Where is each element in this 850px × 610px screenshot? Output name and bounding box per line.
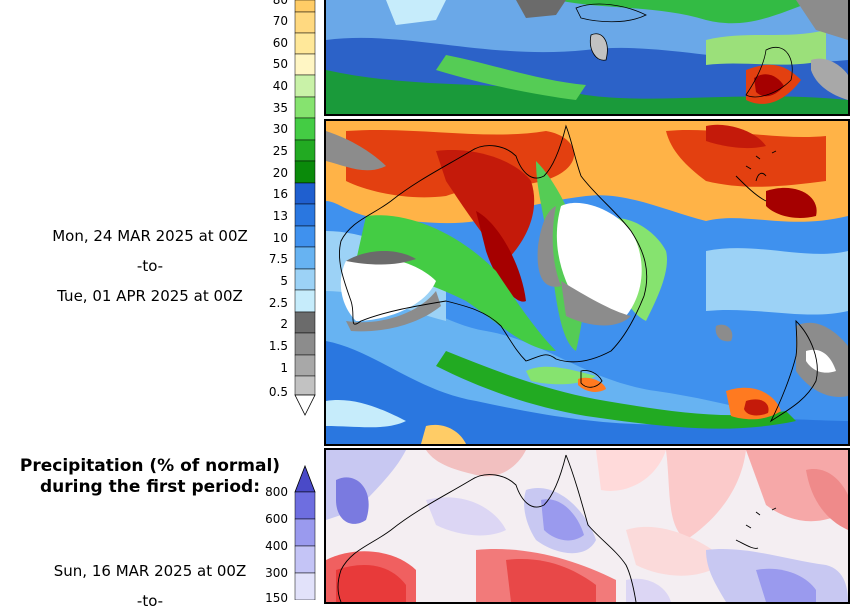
- pct-normal-legend: [294, 464, 316, 601]
- period-start-label: Mon, 24 MAR 2025 at 00Z: [52, 227, 248, 245]
- pct-normal-heading-line1: Precipitation (% of normal): [19, 456, 281, 476]
- precip-tick: 2.5: [268, 296, 288, 310]
- precip-tick: 30: [272, 122, 288, 136]
- pct-period-start-label: Sun, 16 MAR 2025 at 00Z: [53, 562, 247, 580]
- precip-tick: 0.5: [268, 385, 288, 399]
- precip-tick: 35: [272, 101, 288, 115]
- precip-map-main: [324, 119, 850, 446]
- precip-tick: 13: [272, 209, 288, 223]
- period-separator-label: -to-: [136, 257, 164, 275]
- precip-tick: 1: [280, 361, 288, 375]
- pct-tick: 300: [265, 566, 288, 580]
- pct-normal-heading-line2: during the first period:: [39, 477, 261, 497]
- precip-tick: 50: [272, 57, 288, 71]
- pct-tick: 800: [265, 485, 288, 499]
- precip-tick: 16: [272, 187, 288, 201]
- precip-colorbar: [294, 0, 316, 416]
- precip-tick: 80: [272, 0, 288, 7]
- precip-tick: 1.5: [268, 339, 288, 353]
- pct-normal-colorbar: [294, 464, 316, 601]
- precip-tick: 10: [272, 231, 288, 245]
- precip-legend-top: [294, 0, 316, 416]
- precip-tick: 40: [272, 79, 288, 93]
- precip-tick: 60: [272, 36, 288, 50]
- precip-tick: 20: [272, 166, 288, 180]
- pct-tick: 600: [265, 512, 288, 526]
- precip-map-top-strip: [324, 0, 850, 116]
- precip-tick: 5: [280, 274, 288, 288]
- precip-tick: 25: [272, 144, 288, 158]
- precip-tick: 7.5: [268, 252, 288, 266]
- period-end-label: Tue, 01 APR 2025 at 00Z: [57, 287, 243, 305]
- pct-period-separator-label: -to-: [136, 592, 164, 610]
- precip-tick: 70: [272, 14, 288, 28]
- pct-normal-map: [324, 448, 850, 604]
- pct-tick: 400: [265, 539, 288, 553]
- precip-tick: 2: [280, 317, 288, 331]
